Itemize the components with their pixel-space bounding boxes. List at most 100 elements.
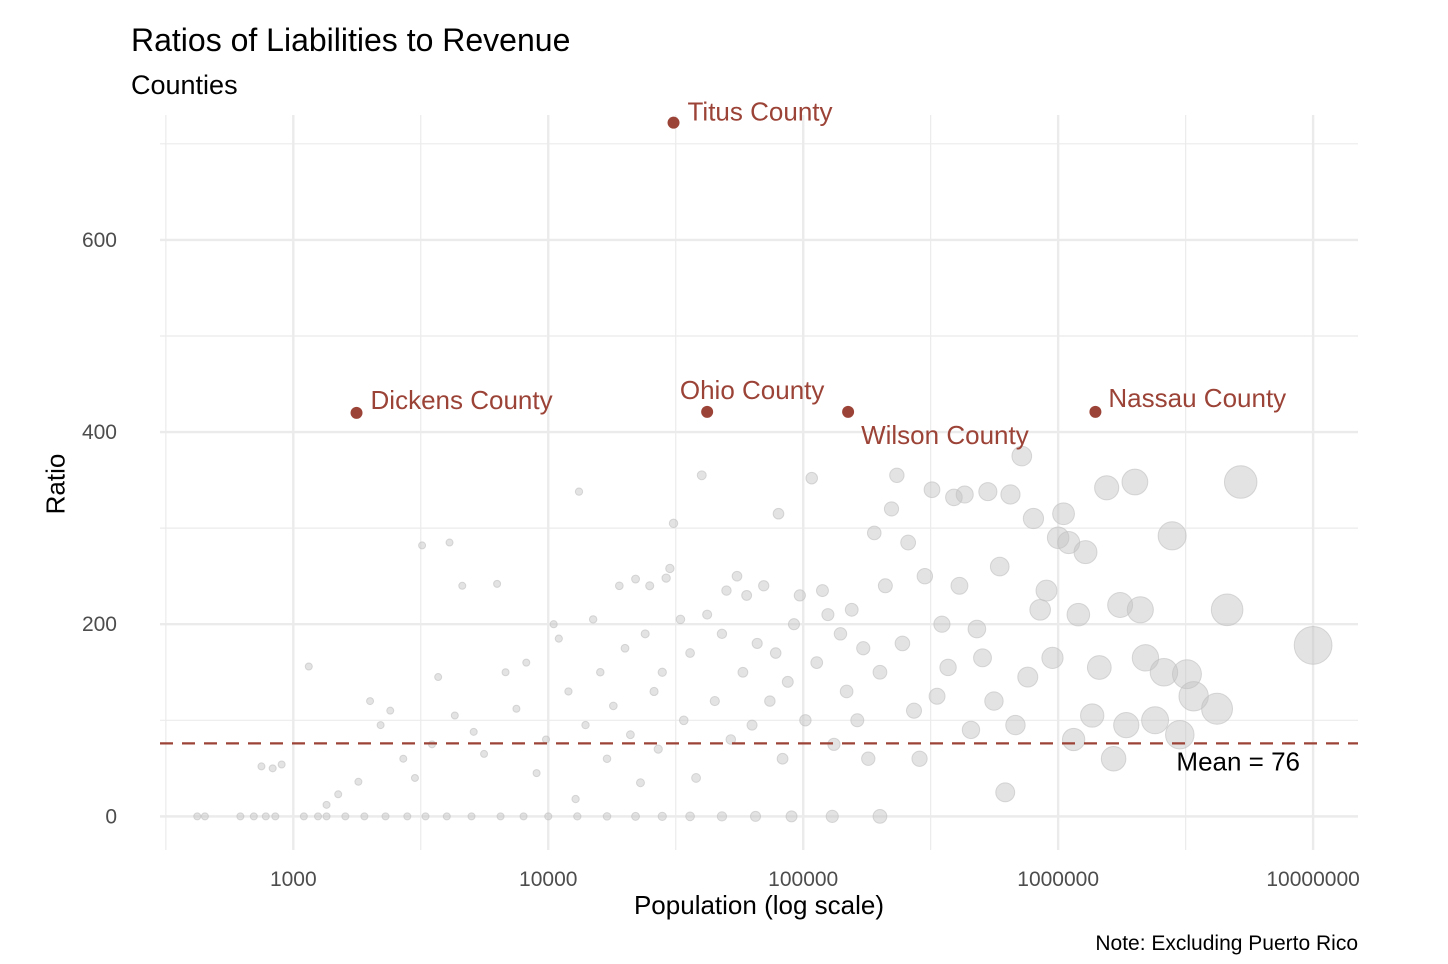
data-point <box>781 675 794 688</box>
data-point <box>458 581 467 590</box>
y-tick-label: 600 <box>82 229 117 252</box>
data-point <box>1073 540 1098 565</box>
data-point <box>709 695 720 707</box>
grid-lines <box>160 115 1358 850</box>
mean-line-group: Mean = 76 <box>160 742 1358 776</box>
data-point <box>1022 507 1045 530</box>
data-point <box>877 578 893 594</box>
data-point <box>376 721 385 730</box>
data-point <box>793 589 806 602</box>
data-point <box>581 720 590 730</box>
data-point <box>1121 468 1149 496</box>
data-point <box>850 713 865 728</box>
data-point <box>785 810 798 823</box>
data-point <box>341 812 350 821</box>
x-tick-label: 10000000 <box>1266 868 1359 891</box>
data-point <box>1000 484 1021 505</box>
data-point <box>631 574 640 584</box>
data-point <box>410 773 419 782</box>
data-point <box>805 471 819 485</box>
data-point <box>571 794 580 804</box>
data-point <box>737 666 749 678</box>
data-point <box>1011 445 1033 467</box>
data-point <box>602 754 612 764</box>
data-point <box>200 812 209 821</box>
data-point <box>839 684 854 699</box>
data-point <box>442 812 451 821</box>
data-point <box>602 812 612 821</box>
x-tick-label: 10000 <box>519 868 577 891</box>
data-point <box>649 686 659 697</box>
y-tick-label: 200 <box>82 613 117 636</box>
data-point <box>249 812 258 821</box>
data-point <box>381 812 390 821</box>
data-point <box>989 556 1010 577</box>
data-point <box>354 777 363 786</box>
data-point <box>872 664 888 680</box>
data-point <box>573 812 582 821</box>
data-point <box>751 637 763 649</box>
data-point <box>322 800 331 809</box>
y-tick-label: 0 <box>105 805 117 828</box>
chart-caption: Note: Excluding Puerto Rico <box>1095 932 1358 955</box>
data-point <box>501 668 510 677</box>
data-point <box>675 614 686 625</box>
data-point <box>872 808 888 824</box>
data-point <box>1113 711 1140 739</box>
data-point <box>833 627 848 641</box>
data-point <box>856 641 871 656</box>
data-point <box>725 734 737 745</box>
data-point <box>631 811 640 821</box>
data-point <box>978 482 998 502</box>
data-point <box>984 691 1004 711</box>
data-point <box>493 579 502 588</box>
data-point <box>1141 706 1170 735</box>
data-point <box>933 615 951 633</box>
data-point <box>609 701 618 711</box>
data-point <box>810 656 824 670</box>
data-point <box>821 608 835 622</box>
highlighted-point <box>350 406 363 419</box>
data-point <box>691 773 701 783</box>
data-point <box>1080 703 1105 728</box>
highlighted-point-label: Wilson County <box>861 420 1029 450</box>
data-point <box>640 629 650 639</box>
data-point <box>657 667 667 677</box>
data-point <box>614 581 624 591</box>
data-point <box>668 518 679 529</box>
data-point <box>1017 666 1039 688</box>
data-point <box>1210 593 1244 627</box>
data-point <box>916 567 934 585</box>
data-point <box>1005 714 1026 736</box>
data-point <box>1157 521 1187 551</box>
data-point <box>661 573 671 583</box>
data-point <box>716 811 728 822</box>
data-point <box>961 720 981 740</box>
axis-ticks: 1000 10000 100000 1000000 10000000 0 200 400 600 <box>82 229 1360 891</box>
x-tick-label: 1000 <box>270 868 317 891</box>
data-point <box>277 760 286 769</box>
data-point <box>564 687 573 696</box>
data-point <box>1086 655 1112 680</box>
chart-title: Ratios of Liabilities to Revenue <box>131 22 571 58</box>
highlighted-point <box>1089 405 1102 418</box>
data-point <box>544 812 553 821</box>
data-point <box>403 812 412 821</box>
data-point <box>772 507 785 520</box>
data-point <box>973 648 992 668</box>
data-point <box>776 752 789 765</box>
data-point <box>731 570 743 582</box>
data-point <box>883 501 900 517</box>
data-point <box>911 750 928 767</box>
data-point <box>861 751 876 766</box>
data-point <box>1066 602 1091 627</box>
data-point <box>519 812 528 821</box>
data-point <box>1223 465 1258 499</box>
data-point <box>653 744 663 754</box>
data-point <box>758 580 770 592</box>
data-point <box>685 648 695 658</box>
data-point <box>764 695 776 707</box>
data-point <box>469 727 478 736</box>
data-point <box>467 812 476 821</box>
highlighted-point <box>701 405 714 418</box>
